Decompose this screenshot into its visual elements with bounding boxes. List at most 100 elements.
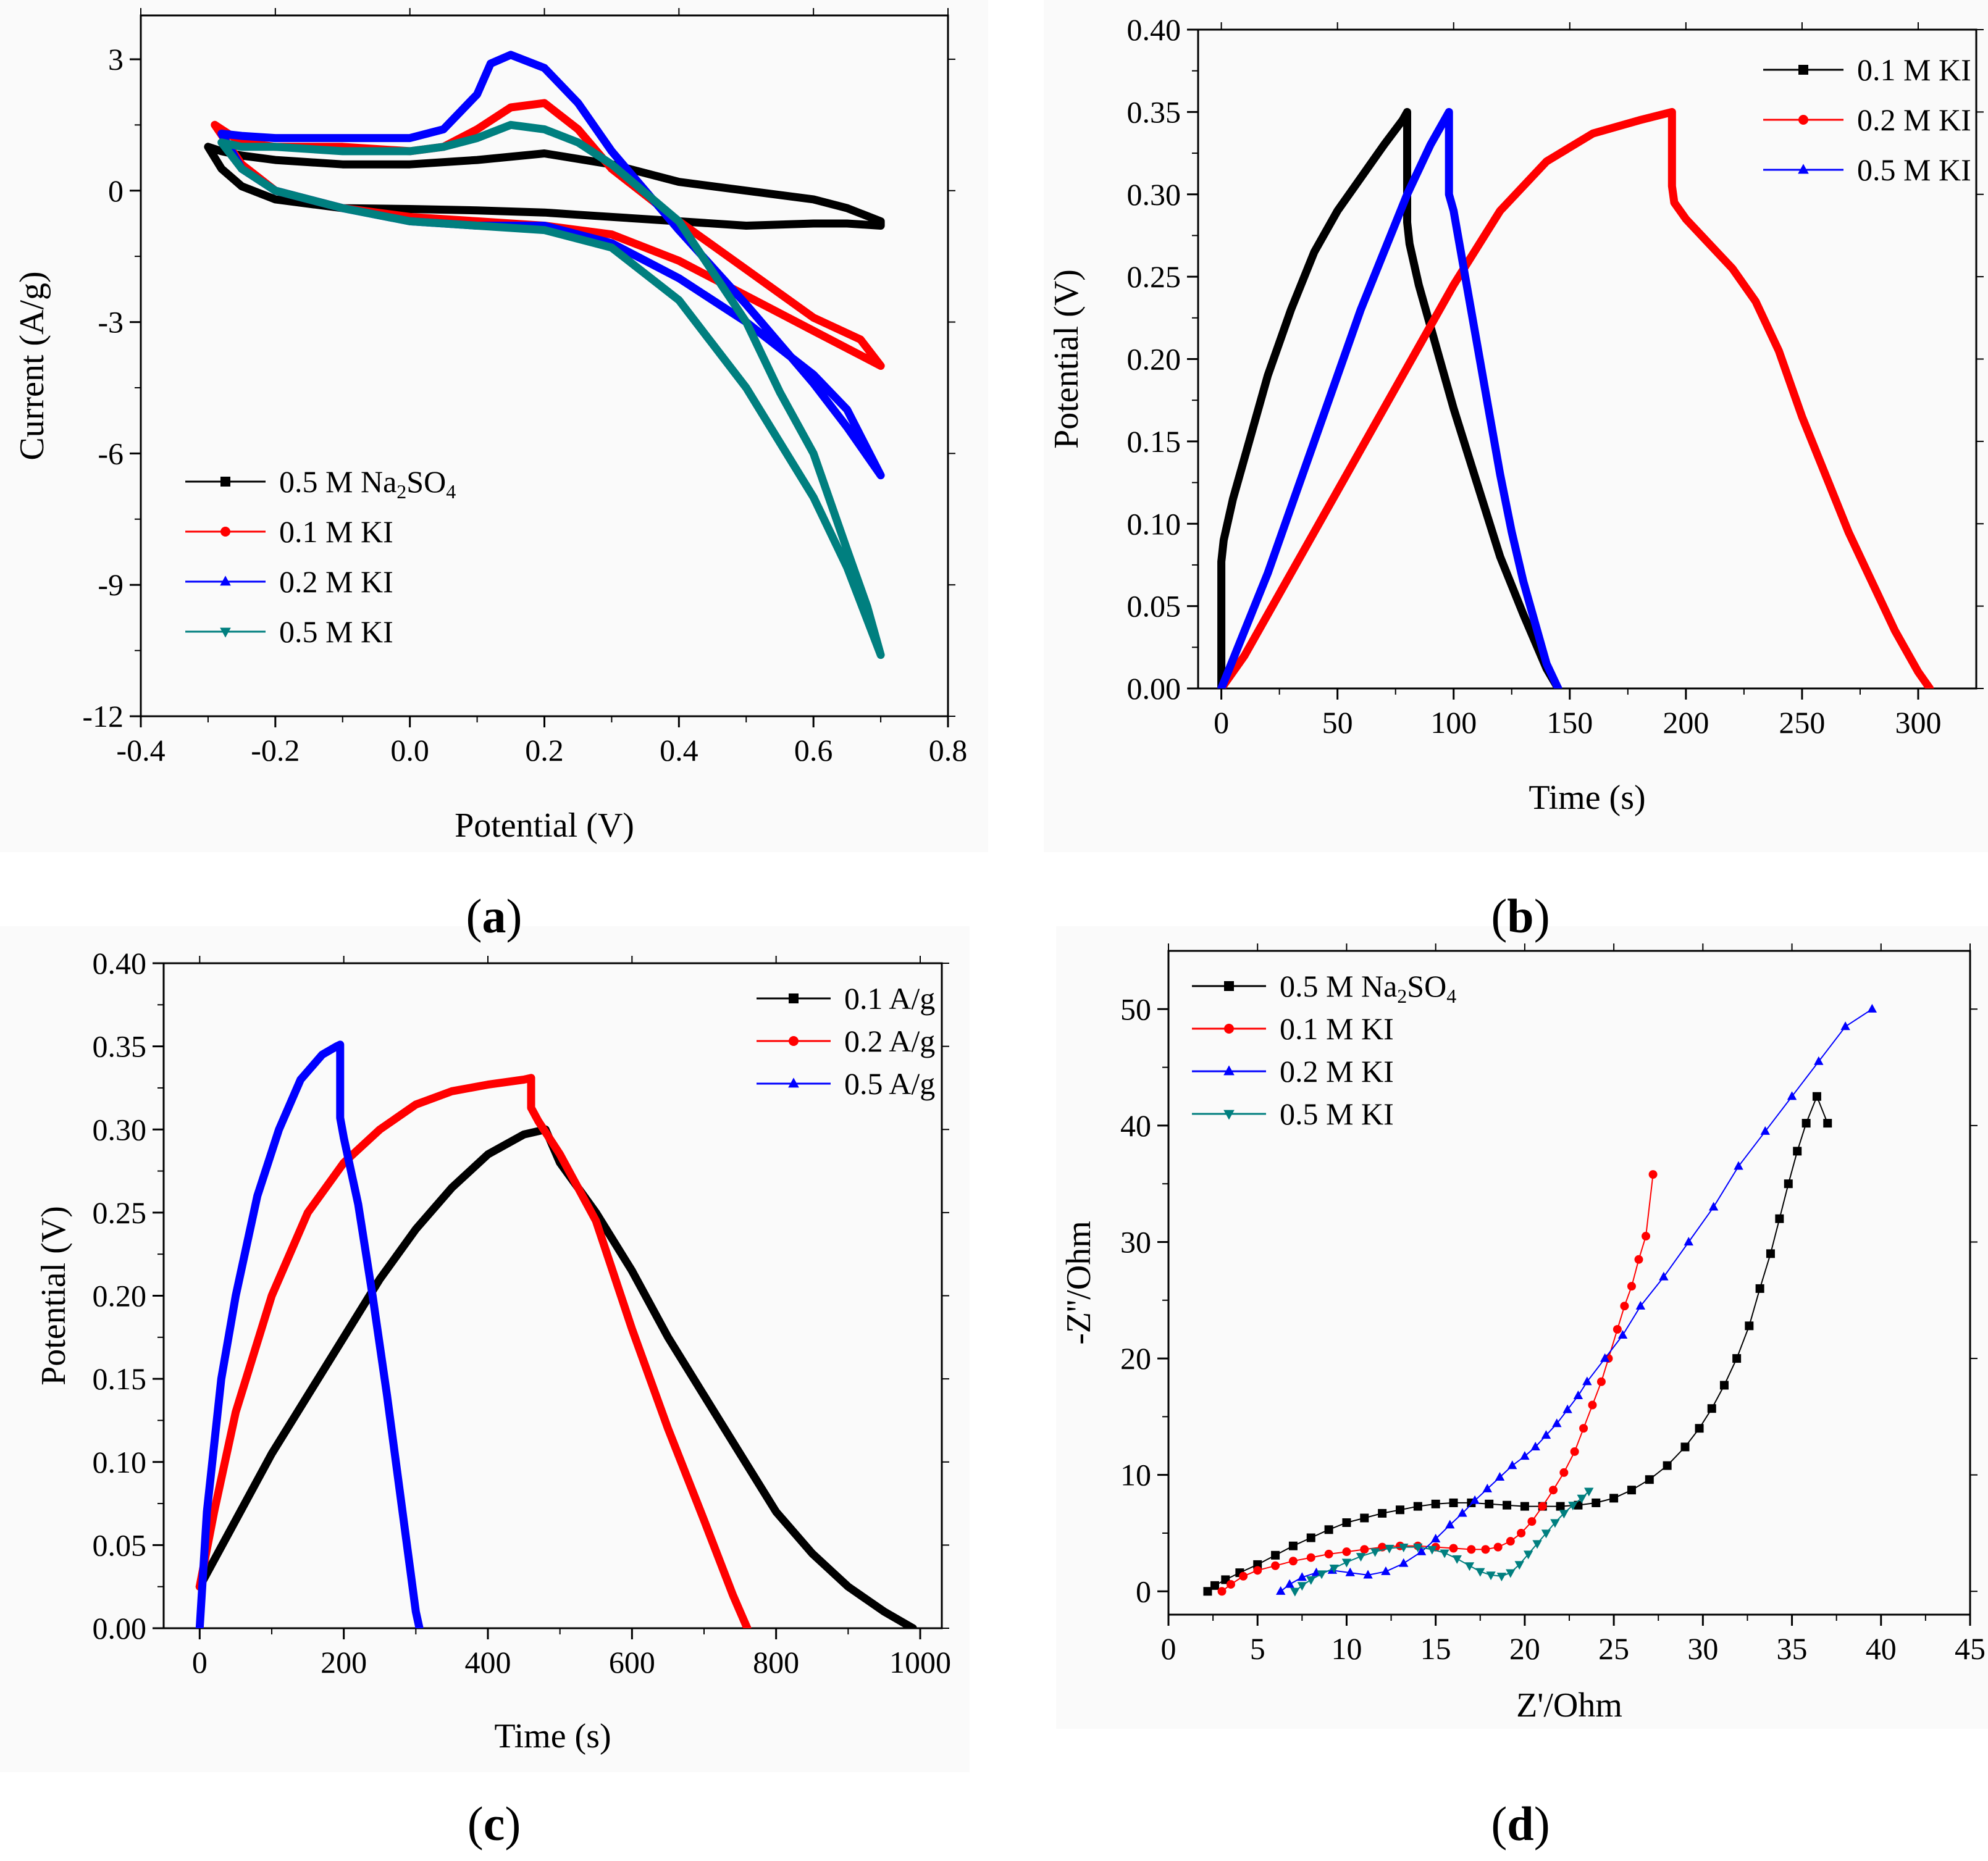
panel-a: -0.4 -0.2 0.0 0.2 0.4 0.6 0.8 -12 -9 -6 -3 0 3 Potent… [13, 8, 967, 845]
data-point [508, 122, 514, 128]
data-point [1784, 1179, 1793, 1189]
data-point [1486, 1571, 1496, 1581]
data-point [1892, 627, 1898, 634]
y-axis-label-b: Potential (V) [1047, 269, 1086, 449]
data-point [1452, 1555, 1462, 1564]
data-point [1541, 1430, 1551, 1439]
data-point [1380, 141, 1387, 148]
data-point [232, 1292, 239, 1299]
data-point [743, 319, 750, 325]
data-point [1288, 504, 1294, 511]
data-point [1311, 1567, 1322, 1576]
data-point [864, 603, 871, 610]
data-point [1669, 183, 1676, 190]
data-point [878, 472, 884, 479]
x-tick-label-a: 0.4 [660, 733, 698, 767]
data-point [844, 205, 850, 212]
data-point [1324, 1525, 1333, 1534]
data-point [413, 1608, 419, 1615]
series-d-1 [1217, 1170, 1658, 1596]
data-point [1297, 1572, 1307, 1581]
data-point [1342, 1518, 1351, 1528]
data-point [743, 384, 750, 391]
y-tick-label-d: 0 [1136, 1574, 1151, 1608]
data-point [1445, 1520, 1455, 1529]
data-point [1663, 1461, 1672, 1470]
data-point [211, 122, 218, 128]
data-point [1218, 558, 1225, 565]
data-point [474, 126, 480, 133]
data-point [448, 1088, 455, 1095]
data-point [737, 1450, 744, 1457]
data-point [1217, 1587, 1227, 1596]
data-point [1467, 1545, 1476, 1554]
y-tick-label-c: 0.20 [93, 1279, 147, 1313]
data-point [204, 143, 211, 150]
data-point [254, 1192, 261, 1199]
legend-marker-d-3 [1223, 1110, 1235, 1120]
data-point [238, 183, 245, 190]
data-point [1669, 109, 1676, 115]
data-point [406, 161, 413, 168]
data-point [339, 148, 346, 154]
data-point [1554, 685, 1561, 688]
data-point [218, 139, 225, 146]
panel-d-background [1056, 926, 1988, 1729]
data-point [1552, 1418, 1562, 1428]
x-tick-label-b: 0 [1214, 705, 1229, 740]
legend-label-b-2: 0.5 M KI [1857, 153, 1971, 187]
data-point [1671, 199, 1678, 206]
data-point [272, 143, 279, 150]
data-point [1404, 364, 1411, 370]
data-point [1588, 1400, 1597, 1410]
legend-label-d-0: 0.5 M Na2SO4 [1280, 969, 1456, 1007]
data-point [1395, 1505, 1404, 1515]
data-point [535, 1118, 542, 1124]
data-point [1867, 1003, 1877, 1013]
data-point [1378, 1508, 1387, 1518]
data-point [729, 1592, 736, 1599]
data-point [340, 1334, 347, 1340]
data-point [1734, 1161, 1743, 1170]
data-point [1431, 1499, 1440, 1508]
data-point [398, 1500, 405, 1507]
data-point [1311, 529, 1318, 535]
data-point [810, 196, 817, 203]
series-d-2 [1276, 1003, 1877, 1595]
data-point [810, 450, 817, 457]
series-line-b-1 [1217, 107, 1934, 688]
y-tick-label-b: 0.20 [1127, 342, 1181, 377]
series-b-1 [1217, 107, 1934, 688]
data-point [1801, 1119, 1811, 1128]
data-point [845, 1583, 852, 1590]
y-tick-label-d: 50 [1120, 992, 1151, 1026]
legend-b: 0.1 M KI 0.2 M KI 0.5 M KI [1763, 52, 1971, 187]
y-tick-label-b: 0.00 [1127, 671, 1181, 706]
data-point [508, 104, 514, 111]
data-point [1613, 1324, 1622, 1334]
series-line-a-3 [217, 120, 885, 659]
y-tick-label-b: 0.30 [1127, 177, 1181, 212]
legend-label-a-3: 0.5 M KI [279, 614, 393, 649]
legend-marker-c-0 [789, 993, 799, 1003]
data-point [1496, 207, 1503, 214]
x-tick-label-a: 0.2 [525, 733, 564, 767]
x-tick-label-d: 5 [1250, 1631, 1265, 1666]
data-point [1926, 685, 1933, 688]
data-point [1755, 1284, 1764, 1293]
y-axis-label-a: Current (A/g) [13, 271, 51, 460]
data-point [1760, 1126, 1770, 1135]
data-point [1241, 652, 1248, 659]
data-point [1220, 537, 1227, 543]
data-point [1475, 1568, 1485, 1577]
y-tick-label-c: 0.30 [93, 1112, 147, 1147]
legend-label-a-1: 0.1 M KI [279, 514, 393, 549]
data-point [485, 1151, 491, 1158]
data-point [1506, 1569, 1516, 1578]
data-point [269, 1292, 275, 1299]
data-point [844, 406, 850, 413]
x-axis-label-d: Z'/Ohm [1516, 1686, 1622, 1725]
legend-label-c-0: 0.1 A/g [844, 981, 935, 1016]
data-point [541, 227, 548, 233]
x-tick-label-d: 40 [1866, 1631, 1897, 1666]
